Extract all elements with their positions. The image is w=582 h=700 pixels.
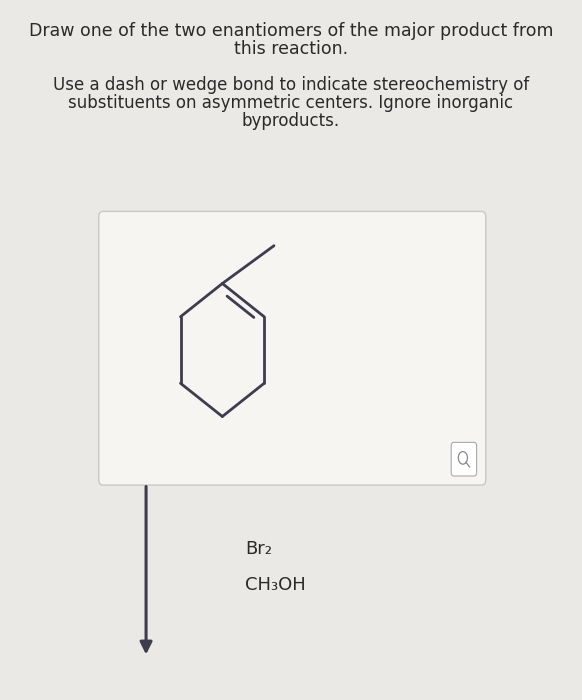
Text: Use a dash or wedge bond to indicate stereochemistry of: Use a dash or wedge bond to indicate ste… bbox=[53, 76, 529, 94]
FancyBboxPatch shape bbox=[451, 442, 477, 476]
Text: Draw one of the two enantiomers of the major product from: Draw one of the two enantiomers of the m… bbox=[29, 22, 553, 41]
Text: byproducts.: byproducts. bbox=[242, 112, 340, 130]
Text: this reaction.: this reaction. bbox=[234, 40, 348, 58]
Text: CH₃OH: CH₃OH bbox=[245, 575, 306, 594]
Text: Br₂: Br₂ bbox=[245, 540, 272, 559]
Text: substituents on asymmetric centers. Ignore inorganic: substituents on asymmetric centers. Igno… bbox=[69, 94, 513, 112]
FancyBboxPatch shape bbox=[99, 211, 486, 485]
